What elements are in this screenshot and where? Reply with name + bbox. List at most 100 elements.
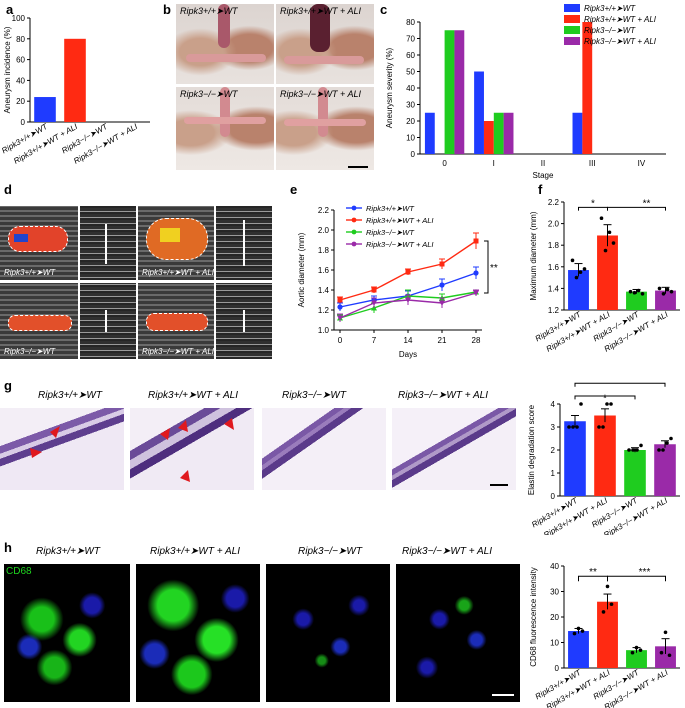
data-point xyxy=(657,286,662,291)
mmode-ko xyxy=(80,283,136,359)
y-axis-label: Aortic diameter (mm) xyxy=(297,232,306,307)
data-point xyxy=(632,290,637,295)
cd68-image-wt xyxy=(4,564,130,702)
bar xyxy=(594,415,616,496)
data-point xyxy=(603,248,608,253)
panel-label-g: g xyxy=(4,378,12,393)
legend-marker xyxy=(351,229,357,235)
bar xyxy=(626,650,647,668)
y-axis-label: Maximum diameter (mm) xyxy=(529,211,538,300)
y-tick-label: 40 xyxy=(16,76,25,85)
gross-image-ko xyxy=(176,87,274,170)
y-tick-label: 100 xyxy=(12,14,26,23)
bar xyxy=(444,30,455,154)
y-axis-label: Elastin degradation score xyxy=(527,404,536,495)
y-tick-label: 1.4 xyxy=(318,286,330,295)
y-tick-label: 10 xyxy=(550,639,559,648)
data-point xyxy=(405,269,411,275)
significance-bracket xyxy=(574,382,666,387)
y-tick-label: 60 xyxy=(16,56,25,65)
bar xyxy=(568,631,589,668)
legend-label: Ripk3+/+➤WT + ALI xyxy=(366,216,434,225)
data-point xyxy=(570,258,575,263)
data-point xyxy=(627,448,631,452)
arrowheads xyxy=(30,418,234,482)
chart-c: 0 10 20 30 40 50 60 70 80 Aneurysm severity (%) 0 I… xyxy=(385,4,666,180)
y-tick-label: 30 xyxy=(550,588,559,597)
y-tick-label: 20 xyxy=(406,117,415,126)
bar xyxy=(582,22,593,154)
legend-swatch xyxy=(564,26,580,34)
data-point xyxy=(663,630,668,635)
data-point xyxy=(639,443,643,448)
data-point xyxy=(661,448,665,452)
data-point xyxy=(599,216,604,220)
data-point xyxy=(578,270,583,274)
data-point xyxy=(659,650,664,655)
y-axis-label: Aneurysm severity (%) xyxy=(385,47,394,128)
bar xyxy=(597,235,618,310)
legend-marker xyxy=(351,217,357,223)
data-point xyxy=(473,238,479,244)
y-tick-label: 70 xyxy=(406,35,415,44)
caption-h-ko: Ripk3−/−➤WT xyxy=(298,546,362,557)
caption-b-ko-ali: Ripk3−/−➤WT + ALI xyxy=(280,89,361,99)
bar xyxy=(424,112,435,154)
panel-label-h: h xyxy=(4,540,12,555)
caption-b-wt-ali: Ripk3+/+➤WT + ALI xyxy=(280,6,361,16)
data-point xyxy=(337,297,343,303)
doppler-wt xyxy=(0,206,78,280)
legend-label: Ripk3−/−➤WT xyxy=(366,228,415,237)
arrowhead-icon xyxy=(160,428,170,440)
data-point xyxy=(473,270,479,276)
significance-bracket xyxy=(484,240,489,294)
y-tick-label: 1.8 xyxy=(548,241,560,250)
significance-label: * xyxy=(648,380,652,386)
x-tick-label: I xyxy=(493,159,495,168)
data-point xyxy=(576,626,581,631)
y-tick-label: 2.2 xyxy=(318,206,330,215)
data-point xyxy=(640,292,645,296)
legend-swatch xyxy=(564,37,580,45)
data-point xyxy=(439,282,445,288)
caption-h-wt-ali: Ripk3+/+➤WT + ALI xyxy=(150,546,240,557)
data-point xyxy=(605,402,609,406)
y-tick-label: 1.4 xyxy=(548,284,560,293)
gross-image-ko-ali xyxy=(276,87,374,170)
legend-swatch xyxy=(564,4,580,12)
y-tick-label: 3 xyxy=(551,423,556,432)
bar xyxy=(655,290,676,310)
significance-bracket xyxy=(607,575,666,582)
diameter-arrow-ko xyxy=(105,310,107,332)
y-tick-label: 30 xyxy=(406,101,415,110)
data-point xyxy=(607,230,612,235)
caption-b-wt: Ripk3+/+➤WT xyxy=(180,6,238,16)
diameter-arrow-wt xyxy=(105,224,107,264)
significance-label: * xyxy=(603,394,607,405)
bar xyxy=(624,450,646,496)
caption-d-ko: Ripk3−/−➤WT xyxy=(4,347,56,356)
data-point xyxy=(628,289,633,294)
scale-bar-b xyxy=(348,166,368,168)
y-tick-label: 0 xyxy=(21,118,26,127)
data-point xyxy=(601,425,605,429)
data-point xyxy=(605,584,610,589)
significance-label: *** xyxy=(639,567,651,578)
x-tick-label: 28 xyxy=(472,336,481,345)
bar xyxy=(568,270,589,310)
elastin-image-ko xyxy=(262,408,386,490)
bar xyxy=(474,71,484,154)
data-point xyxy=(669,436,673,441)
bar xyxy=(654,444,676,496)
legend-swatch xyxy=(564,15,580,23)
data-point xyxy=(657,448,661,452)
y-axis-label: Aneurysm incidence (%) xyxy=(3,26,12,113)
legend-label: Ripk3−/−➤WT + ALI xyxy=(366,240,434,249)
y-tick-label: 2.0 xyxy=(548,220,560,229)
chart-e: 1.0 1.2 1.4 1.6 1.8 2.0 2.2 0 7 14 21 28 Days Aortic … xyxy=(297,204,498,359)
diameter-arrow-ko-ali xyxy=(243,310,245,332)
panel-label-f: f xyxy=(538,182,543,197)
bar xyxy=(503,112,514,154)
y-tick-label: 2.2 xyxy=(548,198,560,207)
